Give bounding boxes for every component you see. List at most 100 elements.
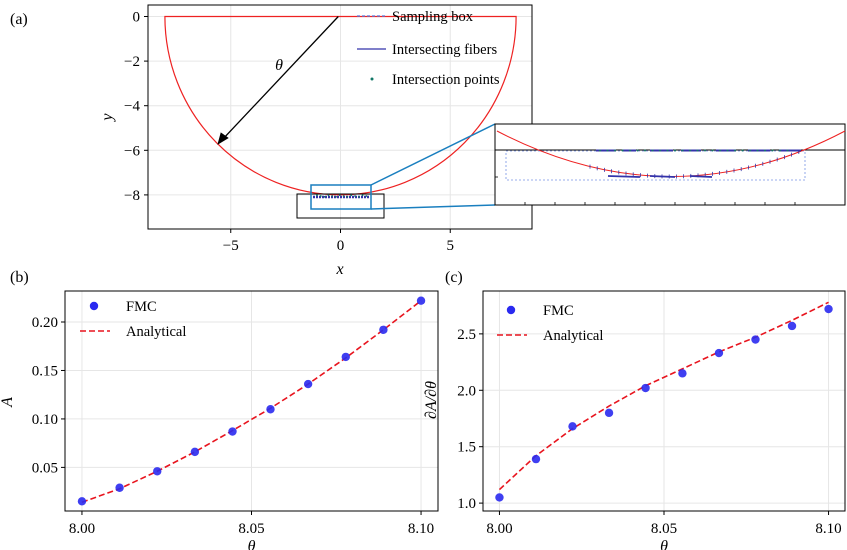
ytick-label-c: 2.5 xyxy=(457,327,476,343)
ytick-label-a: −2 xyxy=(124,54,140,70)
xlabel-c: θ xyxy=(660,538,668,550)
xtick-label-c: 8.05 xyxy=(651,521,677,537)
cluster-point xyxy=(354,195,356,197)
fmc-point-c-1 xyxy=(531,454,541,464)
legend-label-fibers: Intersecting fibers xyxy=(392,42,497,58)
fmc-point-b-3 xyxy=(190,447,200,457)
legend-label-fmc-b: FMC xyxy=(126,299,157,315)
legend-label-fmc-c: FMC xyxy=(543,303,574,319)
xtick-label-a: 5 xyxy=(447,238,455,254)
inset-point xyxy=(696,149,699,152)
panel-c-label: (c) xyxy=(445,269,463,286)
xtick-label-b: 8.00 xyxy=(69,521,95,537)
legend-swatch-fmc-c xyxy=(506,305,516,315)
inset-point xyxy=(651,149,654,152)
fmc-point-b-5 xyxy=(266,405,275,414)
zoom-connector-bottom xyxy=(370,204,496,210)
analytical-line-c xyxy=(498,301,829,491)
theta-arrow-shaft xyxy=(221,16,339,141)
ytick-label-a: −4 xyxy=(124,99,140,115)
xtick-label-a: 0 xyxy=(337,238,345,254)
fmc-point-c-9 xyxy=(824,304,833,314)
inset-point xyxy=(786,149,789,152)
legend-label-sampling: Sampling box xyxy=(392,9,474,25)
inset-point xyxy=(614,149,616,152)
cluster-point xyxy=(319,195,322,197)
inset-point xyxy=(771,149,774,152)
analytical-line-b xyxy=(81,300,422,504)
inset-point xyxy=(726,149,729,152)
ytick-label-a: −8 xyxy=(124,188,140,204)
cluster-point xyxy=(316,194,318,197)
fmc-point-c-8 xyxy=(787,321,797,331)
inset-point xyxy=(644,149,646,152)
legend-swatch-fmc-b xyxy=(89,301,99,311)
ytick-label-c: 1.5 xyxy=(457,440,476,456)
xtick-label-c: 8.00 xyxy=(486,521,512,537)
cluster-point xyxy=(365,195,368,197)
ytick-label-c: 2.0 xyxy=(457,383,476,399)
fmc-point-b-0 xyxy=(77,497,87,506)
inset-point xyxy=(779,149,781,152)
xlabel-b: θ xyxy=(248,538,256,550)
panel-b-label: (b) xyxy=(10,269,29,286)
inset-point xyxy=(666,149,669,152)
inset-point xyxy=(734,149,736,152)
inset-point xyxy=(681,149,684,152)
ylabel-b: A xyxy=(0,397,16,408)
inset-point xyxy=(621,149,624,152)
inset-point xyxy=(606,149,609,152)
cluster-point xyxy=(350,194,353,197)
inset-point xyxy=(756,149,759,152)
cluster-point xyxy=(335,195,337,198)
inset-point xyxy=(636,149,639,152)
outer-box xyxy=(296,193,385,219)
fmc-point-b-9 xyxy=(416,296,426,305)
inset-fiber-bot-0 xyxy=(607,175,641,178)
inset-point xyxy=(674,149,676,152)
semicircle-arc xyxy=(164,15,517,196)
fmc-point-c-5 xyxy=(678,369,687,378)
fmc-point-b-4 xyxy=(228,427,237,436)
fmc-point-b-7 xyxy=(341,352,350,362)
fmc-point-b-8 xyxy=(379,325,388,334)
inset-fiber-bot-1 xyxy=(649,175,676,178)
fmc-point-b-2 xyxy=(153,467,162,476)
inset-point xyxy=(629,149,631,152)
cluster-point xyxy=(342,195,345,197)
inset-point xyxy=(749,149,751,152)
cluster-point xyxy=(327,194,330,197)
inset-point xyxy=(741,149,744,152)
inset-point xyxy=(764,149,766,152)
ytick-label-a: −6 xyxy=(124,143,140,159)
cluster-point xyxy=(323,195,326,198)
ylabel-c: ∂A/∂θ xyxy=(423,381,440,419)
fmc-point-c-7 xyxy=(751,335,760,344)
legend-label-analytical-b: Analytical xyxy=(126,324,186,340)
fmc-point-b-1 xyxy=(115,483,124,492)
xlabel-a: x xyxy=(335,261,343,278)
cluster-point xyxy=(331,195,334,197)
fmc-point-c-0 xyxy=(495,493,504,502)
cluster-point xyxy=(346,195,349,198)
inset-frame xyxy=(494,123,846,206)
inset-point xyxy=(599,149,601,152)
fmc-point-c-2 xyxy=(568,422,577,431)
fmc-point-c-3 xyxy=(604,408,614,418)
cluster-point xyxy=(338,194,341,197)
fmc-point-b-6 xyxy=(303,379,313,389)
inset-point xyxy=(704,149,706,152)
inset-fiber-bot-2 xyxy=(689,175,713,178)
theta-label: θ xyxy=(275,57,283,74)
legend-swatch-points xyxy=(370,77,374,81)
ytick-label-b: 0.15 xyxy=(32,363,58,379)
legend-label-analytical-c: Analytical xyxy=(543,328,603,344)
theta-arrow-head xyxy=(217,132,229,145)
inset-point xyxy=(659,149,661,152)
ylabel-a: y xyxy=(99,113,116,123)
xtick-label-c: 8.10 xyxy=(815,521,841,537)
ytick-label-c: 1.0 xyxy=(457,496,476,512)
fmc-point-c-4 xyxy=(641,383,650,393)
